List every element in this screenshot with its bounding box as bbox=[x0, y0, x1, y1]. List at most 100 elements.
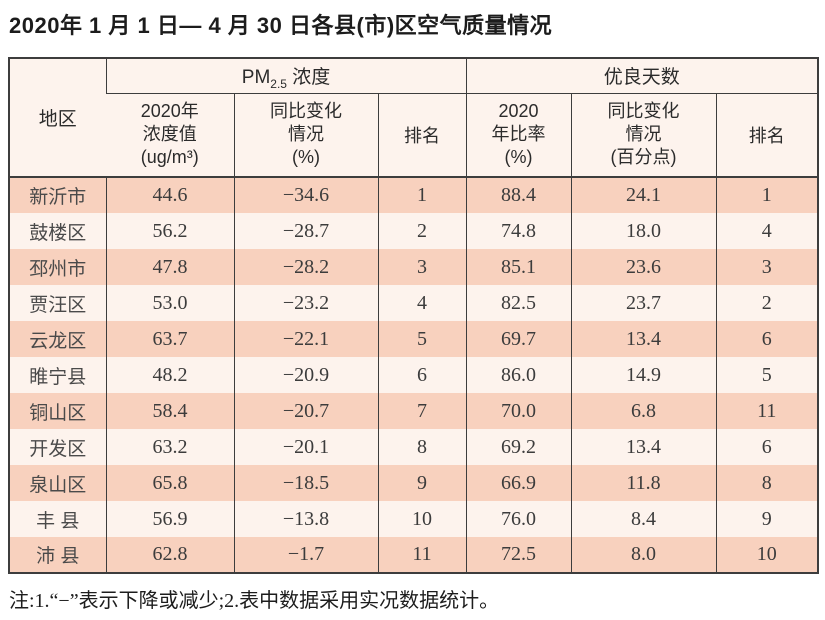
header-pm-rank: 排名 bbox=[377, 93, 466, 178]
table-row: 鼓楼区 56.2 −28.7 2 74.8 18.0 4 bbox=[9, 213, 818, 249]
days-rate-cell: 76.0 bbox=[465, 501, 571, 537]
pm-value-cell: 53.0 bbox=[105, 285, 234, 321]
days-change-cell: 6.8 bbox=[570, 393, 716, 429]
table-body: 新沂市 44.6 −34.6 1 88.4 24.1 1 鼓楼区 56.2 −2… bbox=[9, 177, 818, 573]
days-change-cell: 13.4 bbox=[570, 321, 716, 357]
pm-rank-cell: 8 bbox=[377, 429, 466, 465]
table-row: 新沂市 44.6 −34.6 1 88.4 24.1 1 bbox=[9, 177, 818, 213]
pm-change-cell: −23.2 bbox=[233, 285, 378, 321]
header-group-good-days: 优良天数 bbox=[465, 58, 818, 94]
days-rate-cell: 70.0 bbox=[465, 393, 571, 429]
days-rate-cell: 88.4 bbox=[465, 177, 571, 213]
days-rank-cell: 3 bbox=[715, 249, 818, 285]
pm-change-cell: −20.1 bbox=[233, 429, 378, 465]
days-rank-cell: 6 bbox=[715, 321, 818, 357]
table-row: 邳州市 47.8 −28.2 3 85.1 23.6 3 bbox=[9, 249, 818, 285]
pm-value-cell: 56.9 bbox=[105, 501, 234, 537]
days-rank-cell: 1 bbox=[715, 177, 818, 213]
table-row: 云龙区 63.7 −22.1 5 69.7 13.4 6 bbox=[9, 321, 818, 357]
pm-change-cell: −18.5 bbox=[233, 465, 378, 501]
pm-change-cell: −22.1 bbox=[233, 321, 378, 357]
days-rate-cell: 74.8 bbox=[465, 213, 571, 249]
header-region: 地区 bbox=[9, 58, 106, 178]
pm-change-cell: −20.7 bbox=[233, 393, 378, 429]
days-change-cell: 24.1 bbox=[570, 177, 716, 213]
pm25-label-subscript: 2.5 bbox=[270, 77, 287, 92]
region-cell: 泉山区 bbox=[9, 465, 106, 501]
region-cell: 新沂市 bbox=[9, 177, 106, 213]
days-rank-cell: 6 bbox=[715, 429, 818, 465]
pm-value-cell: 65.8 bbox=[105, 465, 234, 501]
header-pm-value: 2020年 浓度值 (ug/m³) bbox=[106, 93, 234, 178]
days-rate-cell: 82.5 bbox=[465, 285, 571, 321]
days-rate-cell: 69.2 bbox=[465, 429, 571, 465]
table-row: 贾汪区 53.0 −23.2 4 82.5 23.7 2 bbox=[9, 285, 818, 321]
page-title: 2020年 1 月 1 日— 4 月 30 日各县(市)区空气质量情况 bbox=[9, 13, 553, 38]
pm-change-cell: −20.9 bbox=[233, 357, 378, 393]
days-rank-cell: 9 bbox=[715, 501, 818, 537]
pm-value-cell: 56.2 bbox=[105, 213, 234, 249]
table-row: 泉山区 65.8 −18.5 9 66.9 11.8 8 bbox=[9, 465, 818, 501]
table-row: 开发区 63.2 −20.1 8 69.2 13.4 6 bbox=[9, 429, 818, 465]
days-rank-cell: 8 bbox=[715, 465, 818, 501]
pm-rank-cell: 1 bbox=[377, 177, 466, 213]
pm25-label-main: PM bbox=[241, 67, 271, 89]
pm-value-cell: 62.8 bbox=[105, 537, 234, 573]
region-cell: 贾汪区 bbox=[9, 285, 106, 321]
table-row: 睢宁县 48.2 −20.9 6 86.0 14.9 5 bbox=[9, 357, 818, 393]
pm-rank-cell: 11 bbox=[377, 537, 466, 573]
days-change-cell: 14.9 bbox=[570, 357, 716, 393]
header-group-row: 地区 PM2.5 浓度 优良天数 bbox=[9, 58, 818, 178]
pm-change-cell: −28.7 bbox=[233, 213, 378, 249]
region-cell: 邳州市 bbox=[9, 249, 106, 285]
days-rate-cell: 66.9 bbox=[465, 465, 571, 501]
pm-rank-cell: 2 bbox=[377, 213, 466, 249]
air-quality-table: 地区 PM2.5 浓度 优良天数 2020年 浓度值 (ug/m³) 同比变化 … bbox=[8, 57, 819, 574]
days-rank-cell: 2 bbox=[715, 285, 818, 321]
pm-rank-cell: 4 bbox=[377, 285, 466, 321]
header-group-pm25: PM2.5 浓度 bbox=[105, 58, 466, 94]
header-days-rank: 排名 bbox=[715, 93, 818, 178]
days-change-cell: 13.4 bbox=[570, 429, 716, 465]
pm-rank-cell: 9 bbox=[377, 465, 466, 501]
header-days-change: 同比变化 情况 (百分点) bbox=[570, 93, 716, 178]
days-rate-cell: 85.1 bbox=[465, 249, 571, 285]
header-sub-row: 2020年 浓度值 (ug/m³) 同比变化 情况 (%) 排名 2020 年比… bbox=[9, 93, 818, 178]
days-change-cell: 8.4 bbox=[570, 501, 716, 537]
table-row: 沛 县 62.8 −1.7 11 72.5 8.0 10 bbox=[9, 537, 818, 573]
header-pm-change: 同比变化 情况 (%) bbox=[233, 93, 378, 178]
pm-rank-cell: 5 bbox=[377, 321, 466, 357]
pm-value-cell: 47.8 bbox=[105, 249, 234, 285]
region-cell: 沛 县 bbox=[9, 537, 106, 573]
pm-change-cell: −13.8 bbox=[233, 501, 378, 537]
header-days-rate: 2020 年比率 (%) bbox=[465, 93, 571, 178]
table-header: 地区 PM2.5 浓度 优良天数 2020年 浓度值 (ug/m³) 同比变化 … bbox=[9, 58, 818, 178]
pm-change-cell: −28.2 bbox=[233, 249, 378, 285]
pm-value-cell: 63.7 bbox=[105, 321, 234, 357]
region-cell: 云龙区 bbox=[9, 321, 106, 357]
days-rank-cell: 4 bbox=[715, 213, 818, 249]
pm-rank-cell: 7 bbox=[377, 393, 466, 429]
pm-rank-cell: 3 bbox=[377, 249, 466, 285]
days-change-cell: 23.6 bbox=[570, 249, 716, 285]
table-row: 丰 县 56.9 −13.8 10 76.0 8.4 9 bbox=[9, 501, 818, 537]
days-rank-cell: 10 bbox=[715, 537, 818, 573]
region-cell: 铜山区 bbox=[9, 393, 106, 429]
days-rate-cell: 69.7 bbox=[465, 321, 571, 357]
table-row: 铜山区 58.4 −20.7 7 70.0 6.8 11 bbox=[9, 393, 818, 429]
days-change-cell: 11.8 bbox=[570, 465, 716, 501]
region-cell: 丰 县 bbox=[9, 501, 106, 537]
days-rate-cell: 72.5 bbox=[465, 537, 571, 573]
pm-value-cell: 44.6 bbox=[105, 177, 234, 213]
pm-value-cell: 48.2 bbox=[105, 357, 234, 393]
region-cell: 鼓楼区 bbox=[9, 213, 106, 249]
region-cell: 睢宁县 bbox=[9, 357, 106, 393]
pm-change-cell: −1.7 bbox=[233, 537, 378, 573]
days-rank-cell: 11 bbox=[715, 393, 818, 429]
footnote: 注:1.“−”表示下降或减少;2.表中数据采用实况数据统计。 bbox=[9, 590, 500, 612]
pm-rank-cell: 10 bbox=[377, 501, 466, 537]
days-rank-cell: 5 bbox=[715, 357, 818, 393]
days-change-cell: 18.0 bbox=[570, 213, 716, 249]
pm-rank-cell: 6 bbox=[377, 357, 466, 393]
